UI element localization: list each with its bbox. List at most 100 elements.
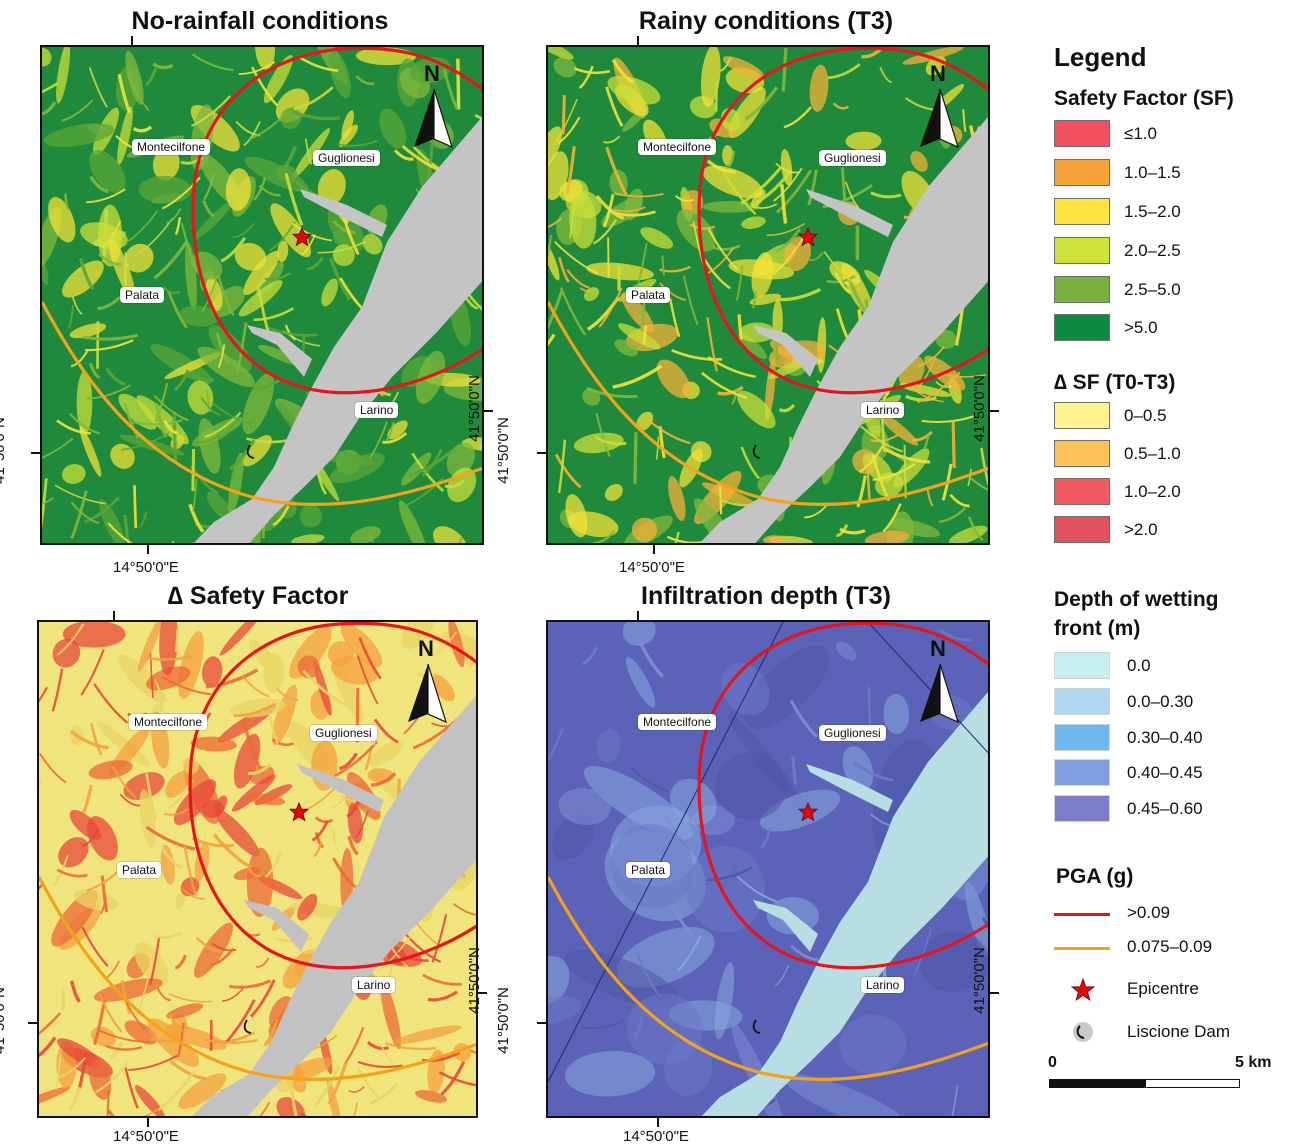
- terrain-patch: [362, 234, 383, 255]
- town-label: Guglionesi: [310, 725, 377, 741]
- slope-streak: [879, 67, 892, 84]
- terrain-patch: [138, 175, 192, 204]
- slope-streak: [808, 252, 824, 261]
- terrain-patch: [864, 530, 910, 543]
- terrain-patch: [327, 205, 365, 252]
- graticule-tick: [28, 1022, 37, 1024]
- terrain-patch: [553, 57, 577, 78]
- northing-label: 41°50'0"N: [465, 375, 483, 442]
- slope-streak: [69, 980, 81, 1003]
- slope-streak: [553, 98, 578, 146]
- northing-label: 41°50'0"N: [494, 987, 512, 1054]
- terrain-patch: [784, 1074, 910, 1116]
- slope-streak: [39, 1036, 57, 1058]
- terrain-patch: [242, 373, 275, 435]
- slope-streak: [674, 194, 695, 202]
- slope-streak: [70, 501, 100, 525]
- legend-sf-label: 2.5–5.0: [1124, 280, 1181, 299]
- legend-dsf-swatch: [1054, 440, 1110, 467]
- slope-streak: [882, 503, 902, 533]
- slope-streak: [160, 846, 183, 869]
- slope-streak: [258, 184, 281, 197]
- slope-streak: [780, 184, 788, 224]
- slope-streak: [579, 287, 597, 293]
- slope-streak: [775, 169, 812, 214]
- slope-streak: [264, 272, 291, 281]
- north-letter: N: [930, 61, 946, 86]
- slope-streak: [241, 719, 262, 770]
- terrain-patch: [173, 779, 217, 826]
- easting-label: 14°50'0"E: [623, 1128, 689, 1145]
- graticule-tick: [113, 611, 115, 620]
- slope-streak: [357, 1060, 403, 1069]
- slope-streak: [611, 58, 635, 84]
- slope-streak: [220, 237, 246, 263]
- slope-streak: [269, 221, 296, 252]
- slope-streak: [68, 1086, 82, 1111]
- slope-streak: [125, 210, 159, 244]
- slope-streak: [81, 829, 100, 848]
- slope-streak: [123, 514, 130, 543]
- slope-streak: [313, 1065, 341, 1108]
- slope-streak: [332, 857, 359, 890]
- slope-streak: [655, 436, 660, 460]
- slope-streak: [243, 121, 261, 147]
- slope-streak: [554, 241, 599, 275]
- slope-streak: [250, 979, 276, 1018]
- terrain-patch: [883, 693, 910, 735]
- terrain-patch: [42, 252, 49, 285]
- terrain-patch: [631, 517, 658, 543]
- slope-streak: [88, 362, 101, 379]
- terrain-patch: [741, 216, 766, 229]
- slope-streak: [173, 369, 190, 392]
- terrain-patch: [338, 124, 359, 148]
- slope-streak: [169, 1059, 207, 1081]
- slope-streak: [593, 530, 616, 543]
- legend-dsf-label: >2.0: [1124, 520, 1158, 539]
- slope-streak: [431, 631, 458, 658]
- slope-streak: [836, 523, 849, 537]
- slope-streak: [740, 165, 783, 205]
- town-label: Montecilfone: [638, 714, 717, 730]
- slope-streak: [152, 62, 174, 70]
- slope-streak: [918, 346, 945, 367]
- slope-streak: [548, 217, 563, 229]
- slope-streak: [832, 102, 850, 110]
- slope-streak: [251, 377, 282, 391]
- slope-streak: [105, 367, 126, 386]
- slope-streak: [154, 679, 169, 702]
- slope-streak: [284, 173, 304, 226]
- slope-streak: [191, 449, 196, 492]
- slope-streak: [190, 95, 232, 127]
- terrain-patch: [160, 844, 175, 885]
- terrain-patch: [206, 491, 233, 521]
- slope-streak: [967, 468, 972, 487]
- slope-streak: [157, 1070, 196, 1111]
- slope-streak: [42, 82, 59, 94]
- slope-streak: [232, 222, 256, 239]
- slope-streak: [51, 668, 64, 712]
- legend-depth-swatch: [1054, 688, 1110, 715]
- slope-streak: [175, 954, 187, 970]
- slope-streak: [161, 675, 211, 696]
- slope-streak: [100, 875, 109, 913]
- terrain-patch: [194, 199, 235, 240]
- slope-streak: [791, 755, 798, 785]
- graticule-tick: [31, 452, 40, 454]
- terrain-patch: [625, 657, 656, 708]
- terrain-patch: [392, 1025, 462, 1045]
- slope-streak: [88, 67, 108, 108]
- terrain-patch: [89, 149, 126, 194]
- slope-streak: [56, 1056, 87, 1079]
- slope-streak: [55, 1056, 62, 1090]
- slope-streak: [603, 135, 621, 144]
- slope-streak: [444, 479, 465, 489]
- slope-streak: [331, 793, 348, 809]
- slope-streak: [912, 430, 933, 442]
- slope-streak: [722, 170, 757, 216]
- terrain-patch: [166, 1003, 204, 1019]
- slope-streak: [558, 256, 570, 283]
- slope-streak: [969, 477, 988, 491]
- terrain-patch: [722, 56, 765, 79]
- terrain-patch: [446, 442, 475, 477]
